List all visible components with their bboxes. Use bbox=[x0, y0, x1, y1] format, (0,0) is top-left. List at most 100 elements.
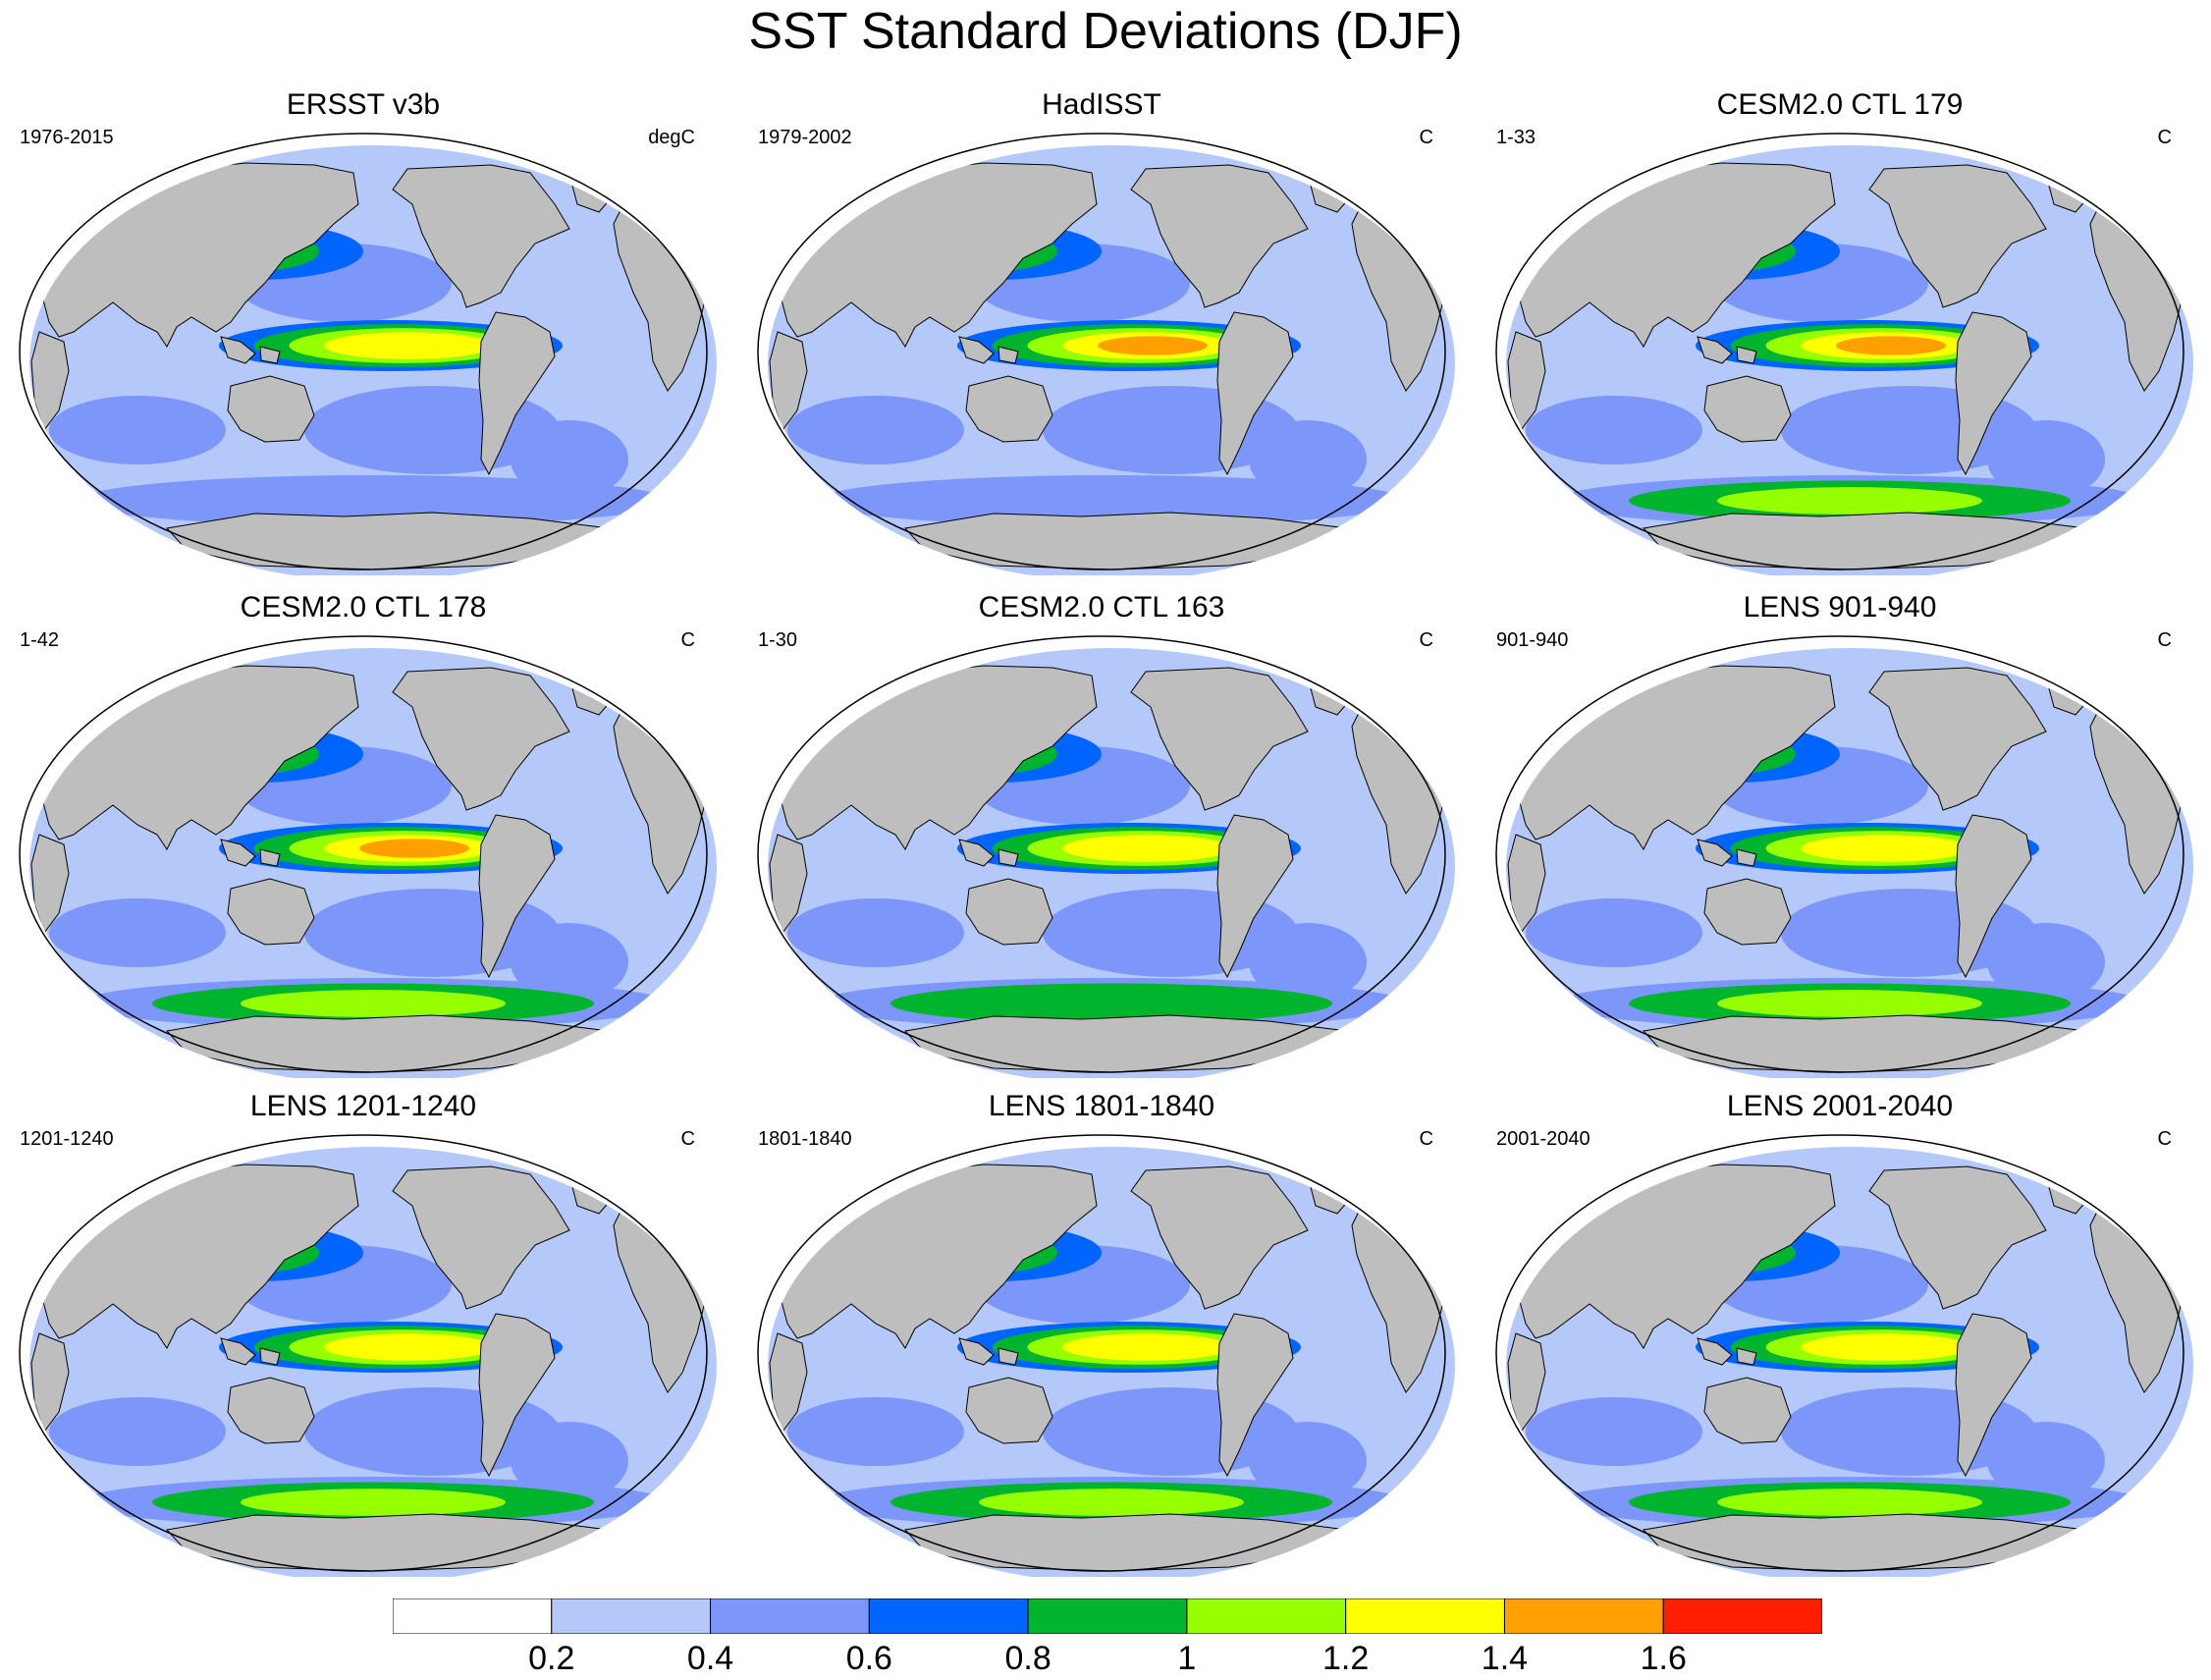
southern-ocean-band bbox=[241, 1489, 506, 1516]
land-mass bbox=[904, 512, 1349, 570]
enso-tongue bbox=[1062, 835, 1231, 862]
variability-region bbox=[511, 420, 628, 499]
land-mass bbox=[30, 834, 70, 935]
land-mass bbox=[1697, 336, 1733, 364]
enso-tongue bbox=[324, 332, 493, 359]
variability-region bbox=[49, 898, 226, 967]
land-mass bbox=[1868, 667, 2047, 811]
southern-ocean-band bbox=[817, 475, 1406, 526]
land-mass bbox=[392, 1165, 570, 1310]
land-mass bbox=[30, 331, 70, 432]
land-mass bbox=[227, 1377, 315, 1444]
land-mass bbox=[1697, 839, 1733, 867]
land-mass bbox=[1955, 311, 2032, 476]
land-mass bbox=[392, 164, 570, 308]
panel-period-label: 1801-1840 bbox=[758, 1128, 852, 1150]
colorbar-tick-label: 0.6 bbox=[845, 1640, 892, 1677]
land-mass bbox=[904, 1014, 1349, 1073]
panel-units-label: C bbox=[680, 1128, 695, 1150]
southern-ocean-band bbox=[1717, 487, 1982, 515]
land-mass bbox=[1130, 1165, 1309, 1310]
land-mass bbox=[1868, 164, 2047, 308]
sst-map bbox=[19, 635, 717, 1078]
land-mass bbox=[965, 1377, 1053, 1444]
enso-tongue bbox=[359, 839, 469, 858]
land-mass bbox=[1955, 814, 2032, 979]
land-mass bbox=[227, 375, 315, 443]
panel-units-label: C bbox=[1419, 1128, 1433, 1150]
land-mass bbox=[769, 1332, 808, 1434]
map-outline bbox=[757, 635, 1446, 1073]
figure-title: SST Standard Deviations (DJF) bbox=[748, 3, 1463, 60]
colorbar-swatch bbox=[1662, 1598, 1823, 1635]
land-mass bbox=[1507, 834, 1546, 935]
variability-region bbox=[1526, 1397, 1702, 1466]
colorbar-tick-label: 1.4 bbox=[1481, 1640, 1529, 1677]
land-mass bbox=[478, 1313, 556, 1478]
land-mass bbox=[220, 336, 256, 364]
land-mass bbox=[1216, 1313, 1294, 1478]
sst-map bbox=[757, 133, 1455, 575]
enso-tongue bbox=[1836, 336, 1946, 355]
land-mass bbox=[1216, 311, 1294, 476]
panel-period-label: 901-940 bbox=[1496, 629, 1569, 651]
enso-tongue bbox=[324, 1333, 493, 1361]
panel-title: LENS 1201-1240 bbox=[249, 1090, 477, 1122]
land-mass bbox=[166, 1513, 611, 1572]
panel-title: CESM2.0 CTL 178 bbox=[240, 591, 487, 623]
panel-title: LENS 2001-2040 bbox=[1726, 1090, 1954, 1122]
panel-title: LENS 901-940 bbox=[1743, 591, 1937, 623]
land-mass bbox=[958, 839, 995, 867]
land-mass bbox=[1216, 814, 1294, 979]
map-panel: HadISST 1979-2002 C bbox=[748, 88, 1455, 575]
colorbar-swatch bbox=[1503, 1598, 1664, 1635]
variability-region bbox=[1987, 923, 2105, 1002]
sst-map bbox=[1495, 133, 2193, 575]
variability-region bbox=[511, 1422, 628, 1500]
variability-region bbox=[1987, 1422, 2105, 1500]
enso-tongue bbox=[1801, 1333, 1969, 1361]
variability-region bbox=[787, 396, 964, 464]
land-mass bbox=[1703, 375, 1792, 443]
map-panel: LENS 901-940 901-940 C bbox=[1486, 591, 2193, 1078]
variability-region bbox=[511, 923, 628, 1002]
variability-region bbox=[787, 1397, 964, 1466]
land-mass bbox=[958, 1337, 995, 1366]
land-mass bbox=[1643, 1513, 2087, 1572]
map-panel: LENS 1201-1240 1201-1240 C bbox=[10, 1090, 717, 1577]
panel-units-label: C bbox=[2157, 127, 2172, 148]
land-mass bbox=[478, 814, 556, 979]
map-panel: ERSST v3b 1976-2015 degC bbox=[10, 88, 717, 575]
map-panel: CESM2.0 CTL 163 1-30 C bbox=[748, 591, 1455, 1078]
land-mass bbox=[769, 331, 808, 432]
land-mass bbox=[1130, 164, 1309, 308]
variability-region bbox=[1526, 396, 1702, 464]
southern-ocean-band bbox=[979, 1489, 1244, 1516]
land-mass bbox=[1507, 1332, 1546, 1434]
sst-map bbox=[1495, 1134, 2193, 1577]
map-outline bbox=[19, 1134, 708, 1572]
land-mass bbox=[998, 848, 1019, 867]
map-outline bbox=[757, 1134, 1446, 1572]
variability-region bbox=[1249, 923, 1367, 1002]
colorbar-tick-label: 1 bbox=[1177, 1640, 1197, 1677]
land-mass bbox=[965, 878, 1053, 946]
southern-ocean-band bbox=[79, 475, 668, 526]
panel-units-label: C bbox=[680, 629, 695, 651]
panel-title: HadISST bbox=[1042, 88, 1161, 121]
land-mass bbox=[478, 311, 556, 476]
land-mass bbox=[1868, 1165, 2047, 1310]
land-mass bbox=[1736, 1347, 1757, 1366]
land-mass bbox=[220, 839, 256, 867]
panel-title: CESM2.0 CTL 163 bbox=[978, 591, 1225, 623]
land-mass bbox=[1643, 512, 2087, 570]
map-panel: CESM2.0 CTL 178 1-42 C bbox=[10, 591, 717, 1078]
land-mass bbox=[30, 1332, 70, 1434]
panel-title: CESM2.0 CTL 179 bbox=[1716, 88, 1964, 121]
panel-units-label: degC bbox=[648, 127, 695, 148]
colorbar-swatch bbox=[392, 1598, 553, 1635]
southern-ocean-band bbox=[979, 990, 1244, 1017]
colorbar-tick-label: 1.2 bbox=[1322, 1640, 1370, 1677]
colorbar bbox=[392, 1598, 1823, 1635]
colorbar-tick-label: 0.8 bbox=[1004, 1640, 1052, 1677]
